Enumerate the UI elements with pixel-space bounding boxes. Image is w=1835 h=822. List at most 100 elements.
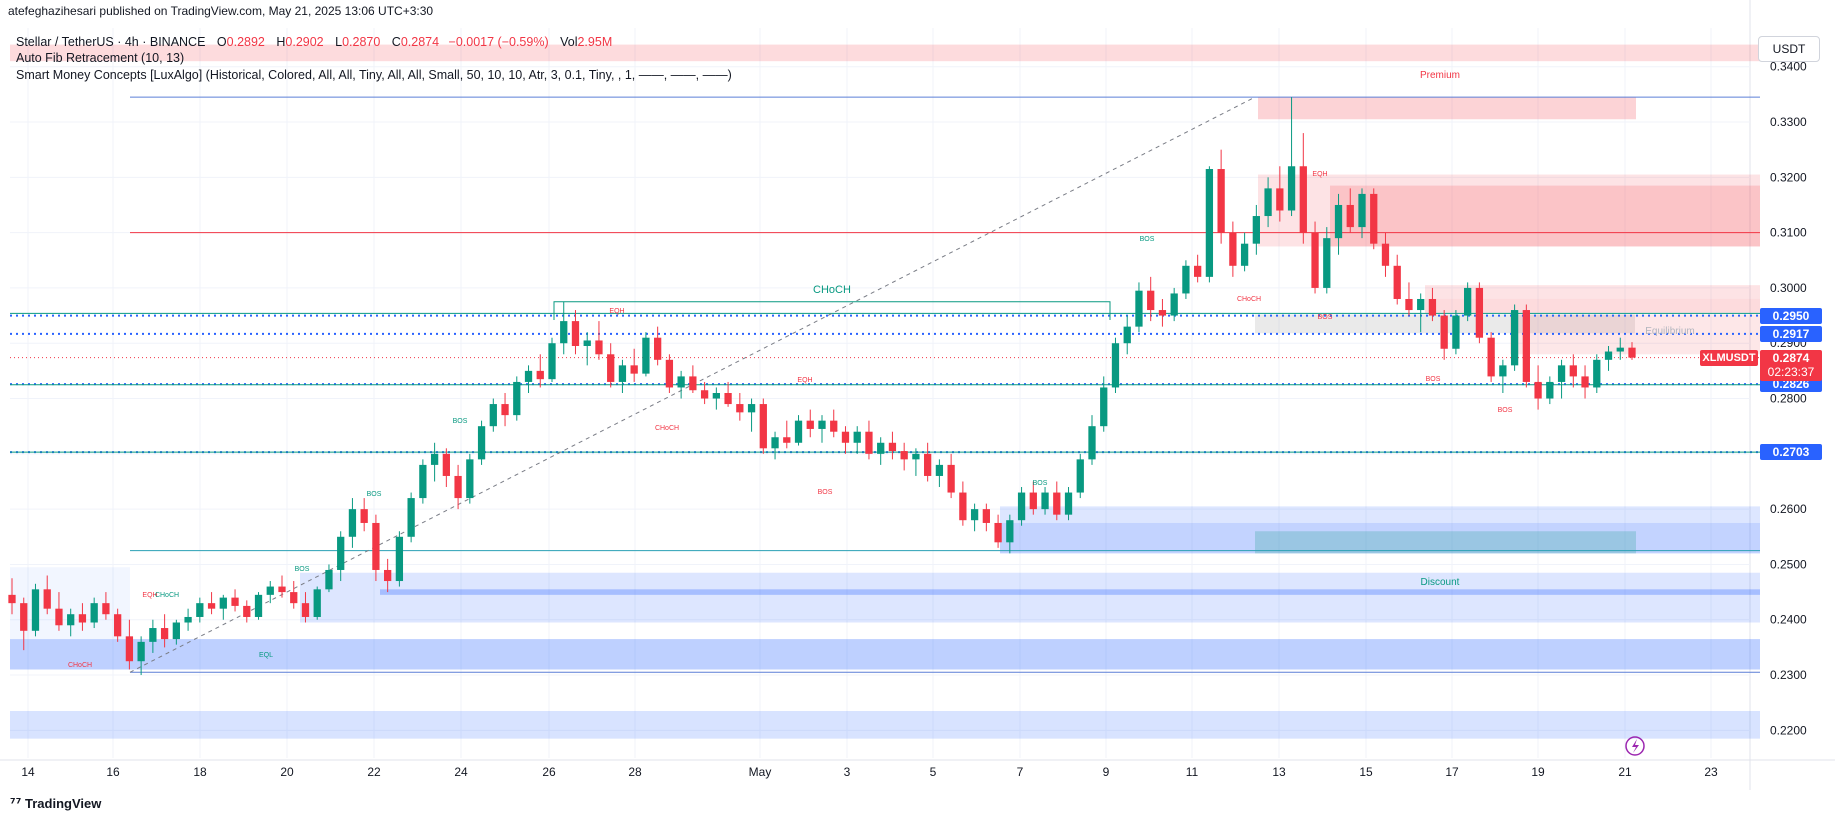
candle-body [1604, 351, 1613, 360]
candle-body [1428, 298, 1437, 316]
candle-body [243, 605, 251, 617]
candle-body [900, 451, 908, 460]
order-block-zone [1258, 97, 1636, 120]
x-tick-label: 22 [367, 765, 381, 779]
candle-body [970, 509, 979, 521]
candle-body [712, 393, 720, 399]
y-tick-label: 0.2400 [1770, 613, 1807, 627]
candle-body [8, 594, 16, 604]
candle-body [137, 641, 145, 662]
candle-body [524, 370, 533, 382]
candle-body [1064, 492, 1073, 515]
order-block-zone [10, 567, 130, 640]
y-tick-label: 0.3100 [1770, 226, 1807, 240]
candle-body [548, 343, 556, 380]
ohlc-legend: Stellar / TetherUS · 4h · BINANCE O0.289… [16, 34, 612, 50]
x-tick-label: 15 [1359, 765, 1373, 779]
candle-body [102, 603, 110, 615]
candle-body [677, 376, 685, 388]
candle-body [90, 603, 98, 623]
x-tick-label: 28 [628, 765, 642, 779]
candle-body [1158, 310, 1167, 316]
candle-body [1123, 326, 1131, 344]
order-block-zone [1255, 531, 1636, 554]
candle-body [1100, 387, 1108, 427]
order-block-zone [1425, 298, 1760, 313]
indicator-smc[interactable]: Smart Money Concepts [LuxAlgo] (Historic… [16, 68, 732, 82]
candle-body [853, 431, 861, 443]
candle-body [348, 509, 357, 537]
candle-body [1287, 166, 1296, 211]
candle-body [1029, 492, 1037, 510]
choch-line [553, 301, 1111, 320]
candle-body [1405, 298, 1413, 311]
candle-body [454, 475, 462, 499]
y-tick-label: 0.2500 [1770, 557, 1807, 571]
candle-body [536, 370, 544, 380]
order-block-zone [380, 589, 1760, 595]
x-tick-label: 7 [1017, 765, 1024, 779]
candle-body [196, 603, 204, 617]
price-level-badge: 0.2950 [1760, 307, 1822, 324]
candle-body [1229, 232, 1237, 266]
candle-body [489, 404, 497, 427]
candle-body [1017, 492, 1026, 521]
candle-body [219, 597, 227, 609]
discount-label: Discount [1421, 577, 1460, 588]
candle-body [254, 594, 263, 617]
candle-body [947, 464, 955, 493]
candle-body [1182, 265, 1190, 294]
candle-body [184, 616, 192, 623]
candle-body [642, 337, 650, 374]
candle-body [830, 420, 838, 432]
candle-body [571, 321, 580, 346]
x-tick-label: 20 [280, 765, 294, 779]
y-tick-label: 0.3000 [1770, 281, 1807, 295]
candle-body [736, 404, 744, 413]
candle-body [1346, 204, 1354, 228]
y-tick-label: 0.2200 [1770, 723, 1807, 737]
tradingview-logo: ⁷⁷ TradingView [10, 796, 101, 812]
symbol-label[interactable]: Stellar / TetherUS · 4h · BINANCE [16, 35, 206, 49]
candle-body [994, 522, 1002, 543]
choch-label: CHoCH [813, 284, 851, 296]
candle-body [1252, 216, 1260, 244]
candle-body [1170, 293, 1178, 316]
candle-body [841, 431, 850, 443]
candle-body [160, 628, 169, 640]
candle-body [924, 453, 932, 476]
candle-body [1334, 204, 1343, 239]
lightning-icon [1625, 736, 1645, 756]
close-label: C [391, 35, 401, 49]
indicator-fib[interactable]: Auto Fib Retracement (10, 13) [16, 51, 185, 65]
x-tick-label: 24 [454, 765, 468, 779]
candle-body [1393, 265, 1401, 299]
open-value: 0.2892 [226, 35, 265, 49]
candle-body [1534, 381, 1542, 399]
candle-body [935, 464, 944, 476]
x-tick-label: 26 [542, 765, 556, 779]
x-tick-label: 14 [21, 765, 35, 779]
candle-body [1452, 315, 1460, 349]
current-price-badge: 0.2874 02:23:37 [1760, 349, 1822, 381]
currency-button[interactable]: USDT [1758, 36, 1820, 62]
candle-body [1006, 520, 1014, 543]
candle-body [1053, 492, 1061, 515]
candle-body [337, 536, 345, 570]
y-tick-label: 0.2600 [1770, 502, 1807, 516]
candle-body [430, 453, 439, 465]
x-tick-label: 9 [1103, 765, 1110, 779]
candle-body [67, 614, 75, 626]
choch-label-small: CHoCH [155, 592, 179, 599]
candle-body [1616, 347, 1624, 352]
candle-body [1381, 243, 1390, 266]
bos-label: BOS [367, 491, 382, 498]
candle-body [172, 622, 180, 640]
eql-label: EQL [259, 652, 273, 659]
candle-body [818, 420, 826, 429]
order-block-zone [1000, 506, 1760, 554]
candle-body [595, 340, 603, 355]
candle-body [865, 431, 873, 454]
candle-body [1217, 169, 1225, 233]
